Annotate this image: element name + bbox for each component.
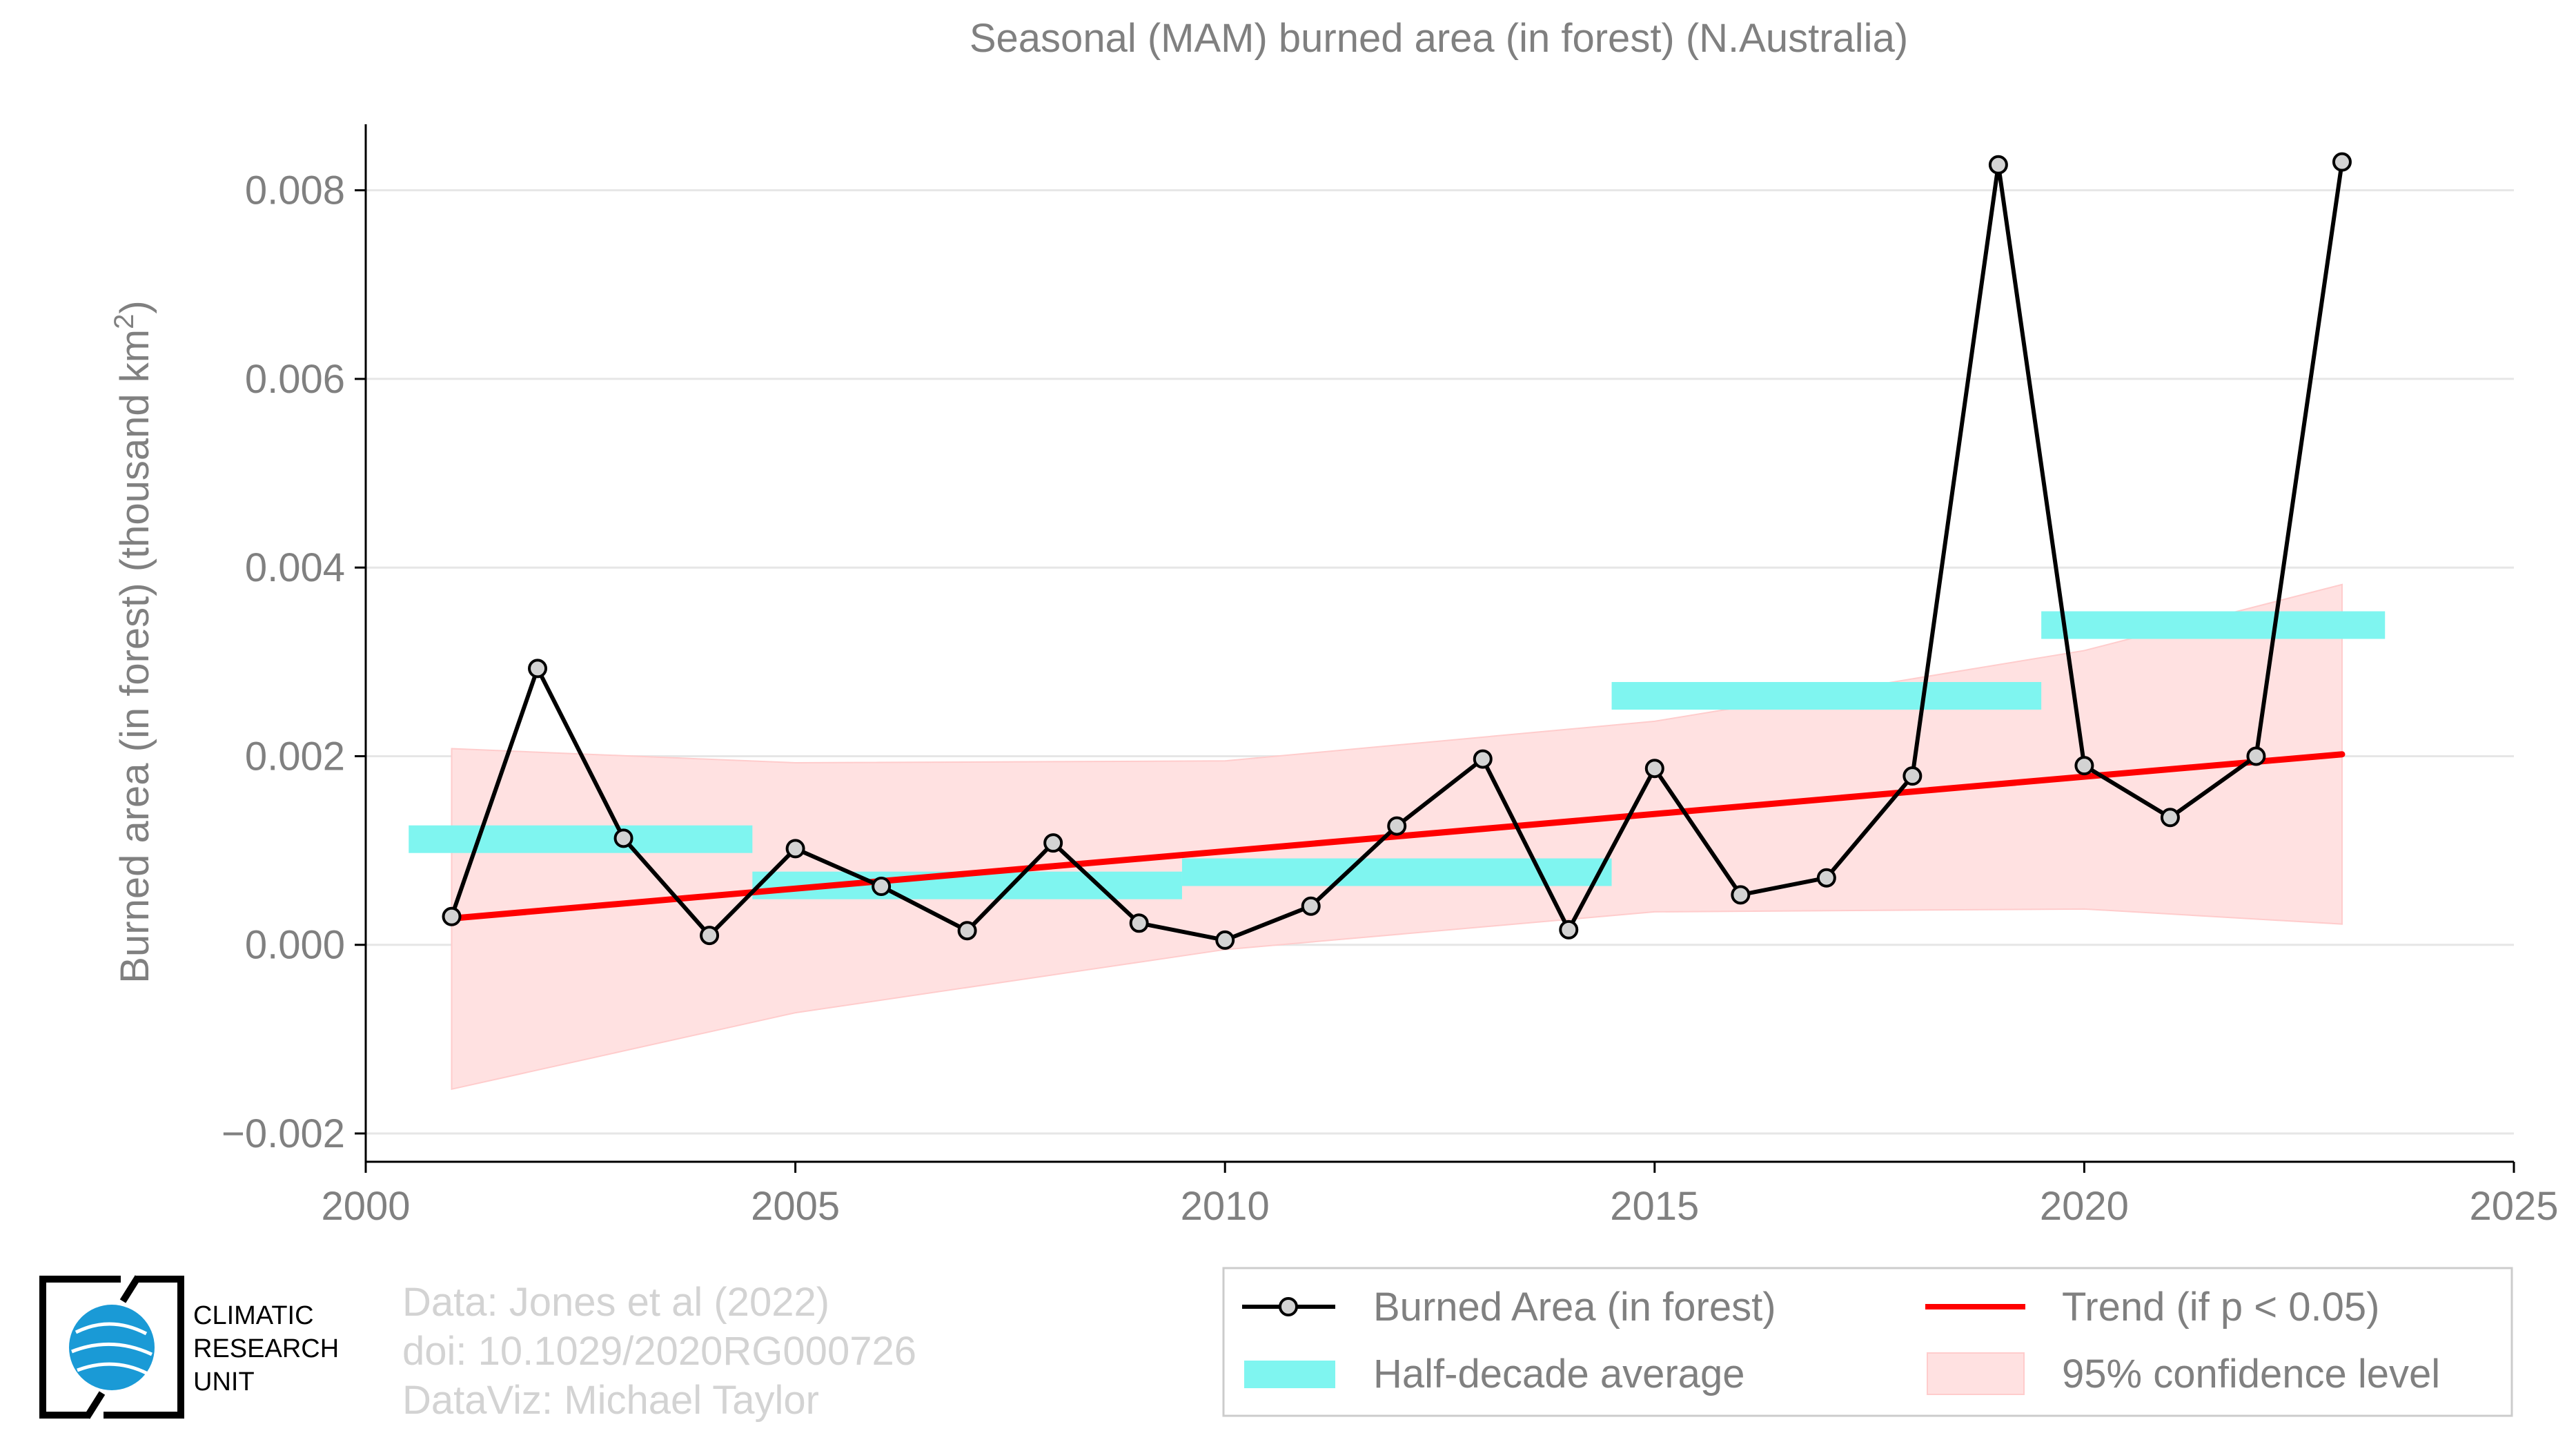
legend-label-confidence: 95% confidence level: [2062, 1352, 2440, 1396]
half-decade-bar-0: [409, 825, 753, 853]
half-decade-bar-2: [1181, 858, 1612, 886]
data-point-2017: [1816, 868, 1836, 888]
data-point-2023: [2332, 152, 2352, 172]
logo-slash-top: [119, 1275, 141, 1303]
data-point-2015: [1644, 759, 1664, 779]
y-ticks: −0.002 0.000 0.002 0.004 0.006 0.008: [222, 168, 366, 1156]
credit-dataviz: DataViz: Michael Taylor: [402, 1378, 819, 1423]
y-axis-label-superscript: 2: [109, 314, 139, 329]
logo-text-line2: RESEARCH: [193, 1334, 339, 1363]
data-point-2003: [613, 828, 633, 848]
data-point-2014: [1559, 919, 1579, 939]
chart-title: Seasonal (MAM) burned area (in forest) (…: [970, 16, 1908, 61]
y-axis-label: Burned area (in forest) (thousand km2): [109, 300, 157, 983]
legend-frame: [1222, 1267, 2513, 1417]
x-ticks: 2000 2005 2010 2015 2020 2025: [321, 1162, 2559, 1229]
y-tick-label-1: 0.000: [245, 923, 345, 968]
data-point-2013: [1473, 749, 1493, 769]
x-tick-label-0: 2000: [321, 1184, 410, 1229]
logo-globe-swirl: [71, 1322, 153, 1376]
legend-swatch-half-decade: [1244, 1361, 1335, 1388]
data-point-2021: [2160, 808, 2180, 828]
x-tick-label-5: 2025: [2469, 1184, 2558, 1229]
data-point-2018: [1902, 766, 1923, 786]
y-tick-label-0: −0.002: [222, 1111, 345, 1156]
data-point-2010: [1215, 930, 1235, 950]
logo-bracket-right: [104, 1276, 184, 1419]
data-point-2005: [785, 839, 805, 859]
y-tick-label-5: 0.008: [245, 168, 345, 213]
legend-label-half-decade: Half-decade average: [1373, 1352, 1744, 1396]
data-point-2001: [442, 906, 462, 926]
y-tick-label-2: 0.002: [245, 734, 345, 779]
y-axis-label-text: Burned area (in forest) (thousand km: [112, 329, 157, 984]
legend-swatch-burned-area-marker: [1279, 1297, 1298, 1316]
data-point-2016: [1731, 885, 1751, 905]
data-point-2002: [528, 659, 548, 679]
x-tick-label-4: 2020: [2040, 1184, 2129, 1229]
logo-text-line3: UNIT: [193, 1367, 255, 1396]
data-point-2006: [872, 877, 892, 897]
legend-label-burned-area: Burned Area (in forest): [1373, 1285, 1776, 1330]
x-tick-label-1: 2005: [751, 1184, 840, 1229]
data-point-2007: [957, 921, 977, 941]
y-tick-label-4: 0.006: [245, 357, 345, 402]
half-decade-bar-4: [2041, 611, 2386, 639]
data-point-2009: [1129, 913, 1149, 933]
credit-doi: doi: 10.1029/2020RG000726: [402, 1329, 916, 1374]
trend-line-group: [449, 751, 2346, 922]
cru-logo: CLIMATIC RESEARCH UNIT: [39, 1275, 339, 1419]
logo-bracket-left: [39, 1276, 121, 1419]
burned-area-series: [442, 152, 2352, 950]
half-decade-bar-3: [1611, 682, 2042, 710]
data-point-2020: [2074, 756, 2094, 776]
x-tick-label-2: 2010: [1181, 1184, 1270, 1229]
y-tick-label-3: 0.004: [245, 545, 345, 590]
data-point-2022: [2246, 746, 2266, 766]
data-point-2012: [1387, 816, 1407, 836]
data-point-2008: [1043, 833, 1063, 853]
data-point-2019: [1988, 155, 2008, 175]
logo-text-line1: CLIMATIC: [193, 1301, 314, 1330]
credit-data-source: Data: Jones et al (2022): [402, 1280, 829, 1325]
data-point-2011: [1301, 896, 1321, 916]
y-axis-label-close: ): [112, 300, 157, 313]
trend-line: [449, 751, 2346, 922]
legend-label-trend: Trend (if p < 0.05): [2062, 1285, 2379, 1330]
legend: Burned Area (in forest) Trend (if p < 0.…: [1222, 1267, 2513, 1417]
logo-slash-bottom: [83, 1391, 106, 1419]
x-tick-label-3: 2015: [1610, 1184, 1699, 1229]
data-point-2004: [700, 926, 720, 946]
legend-swatch-confidence: [1927, 1352, 2025, 1395]
